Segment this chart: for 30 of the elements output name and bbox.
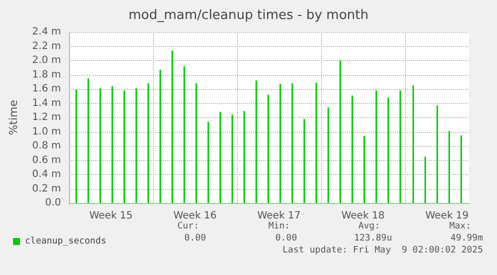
text: 49.99m — [450, 234, 484, 244]
text: Avg: — [358, 222, 380, 232]
text: Max: — [449, 222, 472, 232]
x-tick-label: Week 16 — [173, 210, 217, 222]
x-tick-label: Week 19 — [425, 210, 469, 222]
y-tick-label: 0.6 m — [32, 154, 61, 166]
chart-title: mod_mam/cleanup times - by month — [128, 8, 368, 23]
y-tick-label: 1.4 m — [32, 98, 61, 109]
x-tick-label: Week 18 — [341, 210, 385, 222]
y-tick-label: 0.4 m — [32, 169, 61, 180]
y-tick-label: 1.6 m — [32, 84, 61, 94]
legend-label: cleanup_seconds — [25, 236, 106, 246]
x-tick-label: Week 15 — [89, 210, 133, 222]
y-tick-label: 1.0 m — [32, 126, 61, 138]
y-axis-title: %time — [7, 100, 20, 136]
text: 0.00 — [184, 234, 206, 244]
y-tick-label: 2.4 m — [32, 26, 61, 38]
y-tick-label: 0.0 — [45, 198, 61, 208]
text: Last update: Fri May 9 02:00:02 2025 — [282, 246, 483, 256]
text: 123.89u — [354, 234, 392, 244]
y-tick-label: 2.0 m — [32, 55, 61, 66]
y-tick-label: 1.2 m — [32, 112, 61, 123]
y-tick-label: 0.8 m — [32, 140, 61, 152]
y-tick-label: 2.2 m — [32, 40, 61, 52]
text: Cur: — [177, 222, 200, 232]
y-tick-label: 1.8 m — [32, 69, 61, 80]
text: 0.00 — [275, 234, 298, 244]
y-tick-label: 0.2 m — [32, 183, 61, 194]
text: Min: — [268, 222, 290, 232]
x-tick-label: Week 17 — [257, 210, 301, 222]
